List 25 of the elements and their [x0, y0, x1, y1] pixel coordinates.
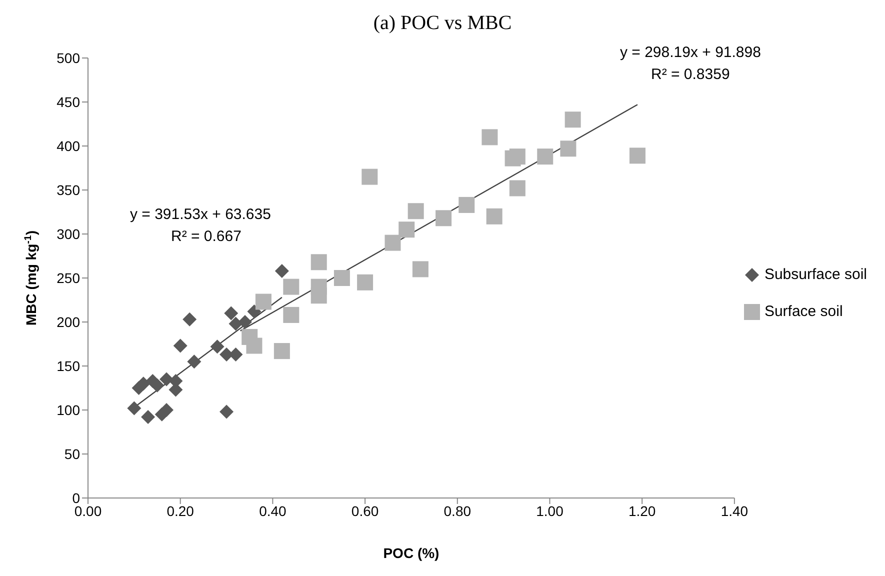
x-tick-label: 1.40 — [720, 502, 748, 519]
fit-equation-text: R² = 0.667 — [171, 228, 242, 245]
fit-equation-text: y = 391.53x + 63.635 — [130, 206, 271, 223]
fit-equation-text: y = 298.19x + 91.898 — [620, 44, 761, 61]
chart-title: (a) POC vs MBC — [372, 11, 513, 36]
legend-label: Subsurface soil — [764, 266, 867, 283]
y-tick-label: 450 — [56, 94, 80, 110]
y-tick-label: 350 — [56, 182, 80, 198]
x-tick-label: 1.00 — [536, 502, 564, 519]
x-tick-label: 0.20 — [166, 502, 194, 519]
x-tick-label: 0.60 — [351, 502, 379, 519]
x-axis-title: POC (%) — [383, 545, 440, 561]
fit-equation-text: R² = 0.8359 — [651, 66, 730, 83]
x-tick-label: 1.20 — [628, 502, 656, 519]
x-tick-label: 0.40 — [259, 502, 287, 519]
y-tick-label: 150 — [56, 358, 80, 374]
y-tick-label: 100 — [56, 402, 80, 418]
y-tick-label: 250 — [56, 270, 80, 286]
legend-label: Surface soil — [764, 303, 843, 320]
y-tick-label: 50 — [64, 446, 80, 462]
x-tick-label: 0.80 — [444, 502, 472, 519]
y-tick-label: 400 — [56, 138, 80, 154]
y-tick-label: 300 — [56, 226, 80, 242]
y-tick-label: 200 — [56, 314, 80, 330]
y-tick-label: 500 — [56, 50, 80, 66]
